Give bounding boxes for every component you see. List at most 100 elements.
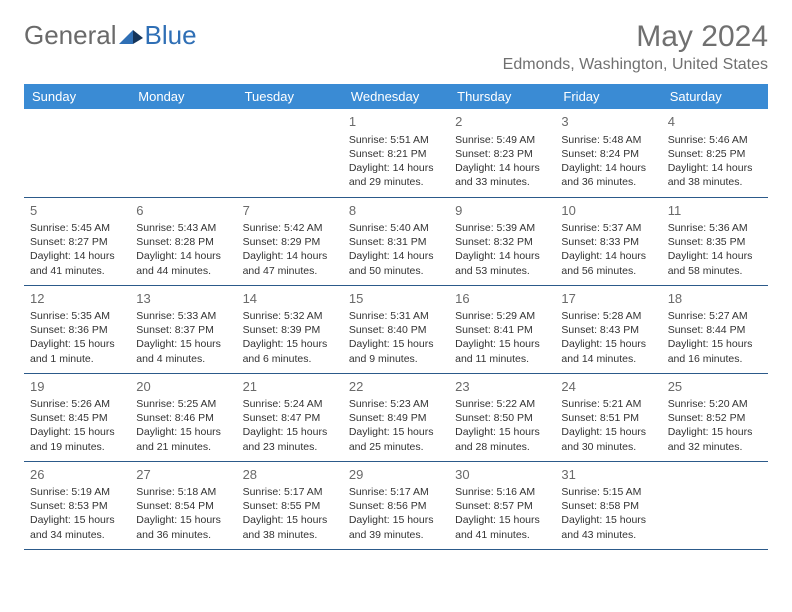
daylight-line: Daylight: 15 hours and 39 minutes. xyxy=(349,513,443,541)
sunrise-line: Sunrise: 5:16 AM xyxy=(455,485,549,499)
sunrise-line: Sunrise: 5:20 AM xyxy=(668,397,762,411)
daylight-line: Daylight: 14 hours and 56 minutes. xyxy=(561,249,655,277)
daylight-line: Daylight: 15 hours and 4 minutes. xyxy=(136,337,230,365)
sunset-line: Sunset: 8:58 PM xyxy=(561,499,655,513)
sunset-line: Sunset: 8:44 PM xyxy=(668,323,762,337)
sunrise-line: Sunrise: 5:36 AM xyxy=(668,221,762,235)
header: General Blue May 2024 Edmonds, Washingto… xyxy=(24,20,768,74)
daylight-line: Daylight: 15 hours and 19 minutes. xyxy=(30,425,124,453)
calendar-cell: 12Sunrise: 5:35 AMSunset: 8:36 PMDayligh… xyxy=(24,285,130,373)
day-number: 31 xyxy=(561,466,655,484)
day-number: 28 xyxy=(243,466,337,484)
day-number: 18 xyxy=(668,290,762,308)
daylight-line: Daylight: 15 hours and 28 minutes. xyxy=(455,425,549,453)
day-number: 3 xyxy=(561,113,655,131)
sunrise-line: Sunrise: 5:37 AM xyxy=(561,221,655,235)
sunset-line: Sunset: 8:27 PM xyxy=(30,235,124,249)
daylight-line: Daylight: 15 hours and 16 minutes. xyxy=(668,337,762,365)
calendar-cell: 15Sunrise: 5:31 AMSunset: 8:40 PMDayligh… xyxy=(343,285,449,373)
sunset-line: Sunset: 8:55 PM xyxy=(243,499,337,513)
title-block: May 2024 Edmonds, Washington, United Sta… xyxy=(503,20,768,74)
calendar-cell: 10Sunrise: 5:37 AMSunset: 8:33 PMDayligh… xyxy=(555,197,661,285)
day-number: 1 xyxy=(349,113,443,131)
calendar-cell: 8Sunrise: 5:40 AMSunset: 8:31 PMDaylight… xyxy=(343,197,449,285)
logo-blue: Blue xyxy=(145,20,197,51)
sunrise-line: Sunrise: 5:48 AM xyxy=(561,133,655,147)
daylight-line: Daylight: 15 hours and 32 minutes. xyxy=(668,425,762,453)
sunset-line: Sunset: 8:32 PM xyxy=(455,235,549,249)
day-number: 24 xyxy=(561,378,655,396)
sunset-line: Sunset: 8:29 PM xyxy=(243,235,337,249)
calendar-cell: 31Sunrise: 5:15 AMSunset: 8:58 PMDayligh… xyxy=(555,461,661,549)
day-number: 17 xyxy=(561,290,655,308)
day-number: 15 xyxy=(349,290,443,308)
calendar-cell: 1 Sunrise: 5:51 AMSunset: 8:21 PMDaylight… xyxy=(343,109,449,197)
sunset-line: Sunset: 8:35 PM xyxy=(668,235,762,249)
calendar-cell: 22Sunrise: 5:23 AMSunset: 8:49 PMDayligh… xyxy=(343,373,449,461)
day-number: 4 xyxy=(668,113,762,131)
sunrise-line: Sunrise: 5:24 AM xyxy=(243,397,337,411)
sunset-line: Sunset: 8:31 PM xyxy=(349,235,443,249)
calendar-cell: 2Sunrise: 5:49 AMSunset: 8:23 PMDaylight… xyxy=(449,109,555,197)
sunset-line: Sunset: 8:25 PM xyxy=(668,147,762,161)
sunrise-line: Sunrise: 5:31 AM xyxy=(349,309,443,323)
calendar-cell: 29Sunrise: 5:17 AMSunset: 8:56 PMDayligh… xyxy=(343,461,449,549)
day-number: 13 xyxy=(136,290,230,308)
day-number: 26 xyxy=(30,466,124,484)
sunset-line: Sunset: 8:41 PM xyxy=(455,323,549,337)
sunset-line: Sunset: 8:40 PM xyxy=(349,323,443,337)
sunrise-line: Sunrise: 5:17 AM xyxy=(349,485,443,499)
weekday-header-row: Sunday Monday Tuesday Wednesday Thursday… xyxy=(24,84,768,109)
sunset-line: Sunset: 8:51 PM xyxy=(561,411,655,425)
sunset-line: Sunset: 8:21 PM xyxy=(349,147,443,161)
daylight-line: Daylight: 14 hours and 38 minutes. xyxy=(668,161,762,189)
daylight-line: Daylight: 15 hours and 43 minutes. xyxy=(561,513,655,541)
day-number: 12 xyxy=(30,290,124,308)
calendar-cell: 7Sunrise: 5:42 AMSunset: 8:29 PMDaylight… xyxy=(237,197,343,285)
daylight-line: Daylight: 14 hours and 41 minutes. xyxy=(30,249,124,277)
sunrise-line: Sunrise: 5:15 AM xyxy=(561,485,655,499)
calendar-row: 1Sunrise: 5:51 AMSunset: 8:21 PMDaylight… xyxy=(24,109,768,197)
daylight-line: Daylight: 14 hours and 33 minutes. xyxy=(455,161,549,189)
sunrise-line: Sunrise: 5:39 AM xyxy=(455,221,549,235)
day-number: 23 xyxy=(455,378,549,396)
sunrise-line: Sunrise: 5:51 AM xyxy=(349,133,443,147)
daylight-line: Daylight: 15 hours and 1 minute. xyxy=(30,337,124,365)
calendar-cell: 3Sunrise: 5:48 AMSunset: 8:24 PMDaylight… xyxy=(555,109,661,197)
calendar-cell xyxy=(24,109,130,197)
daylight-line: Daylight: 15 hours and 25 minutes. xyxy=(349,425,443,453)
sunrise-line: Sunrise: 5:33 AM xyxy=(136,309,230,323)
calendar-cell: 6Sunrise: 5:43 AMSunset: 8:28 PMDaylight… xyxy=(130,197,236,285)
weekday-header: Tuesday xyxy=(237,84,343,109)
calendar-cell xyxy=(130,109,236,197)
daylight-line: Daylight: 15 hours and 23 minutes. xyxy=(243,425,337,453)
day-number: 10 xyxy=(561,202,655,220)
calendar-cell: 4Sunrise: 5:46 AMSunset: 8:25 PMDaylight… xyxy=(662,109,768,197)
day-number: 25 xyxy=(668,378,762,396)
day-number: 16 xyxy=(455,290,549,308)
sunrise-line: Sunrise: 5:42 AM xyxy=(243,221,337,235)
logo-mark-icon xyxy=(119,26,143,46)
sunset-line: Sunset: 8:45 PM xyxy=(30,411,124,425)
calendar-cell: 21Sunrise: 5:24 AMSunset: 8:47 PMDayligh… xyxy=(237,373,343,461)
day-number: 27 xyxy=(136,466,230,484)
sunset-line: Sunset: 8:24 PM xyxy=(561,147,655,161)
sunset-line: Sunset: 8:56 PM xyxy=(349,499,443,513)
daylight-line: Daylight: 14 hours and 47 minutes. xyxy=(243,249,337,277)
day-number: 14 xyxy=(243,290,337,308)
daylight-line: Daylight: 14 hours and 29 minutes. xyxy=(349,161,443,189)
day-number: 8 xyxy=(349,202,443,220)
day-number: 19 xyxy=(30,378,124,396)
logo-general: General xyxy=(24,20,117,51)
sunset-line: Sunset: 8:49 PM xyxy=(349,411,443,425)
calendar-cell: 17Sunrise: 5:28 AMSunset: 8:43 PMDayligh… xyxy=(555,285,661,373)
sunset-line: Sunset: 8:23 PM xyxy=(455,147,549,161)
calendar-cell: 13Sunrise: 5:33 AMSunset: 8:37 PMDayligh… xyxy=(130,285,236,373)
calendar-cell: 27Sunrise: 5:18 AMSunset: 8:54 PMDayligh… xyxy=(130,461,236,549)
daylight-line: Daylight: 15 hours and 6 minutes. xyxy=(243,337,337,365)
day-number: 9 xyxy=(455,202,549,220)
daylight-line: Daylight: 15 hours and 36 minutes. xyxy=(136,513,230,541)
calendar-cell: 28Sunrise: 5:17 AMSunset: 8:55 PMDayligh… xyxy=(237,461,343,549)
calendar-table: Sunday Monday Tuesday Wednesday Thursday… xyxy=(24,84,768,550)
sunrise-line: Sunrise: 5:26 AM xyxy=(30,397,124,411)
